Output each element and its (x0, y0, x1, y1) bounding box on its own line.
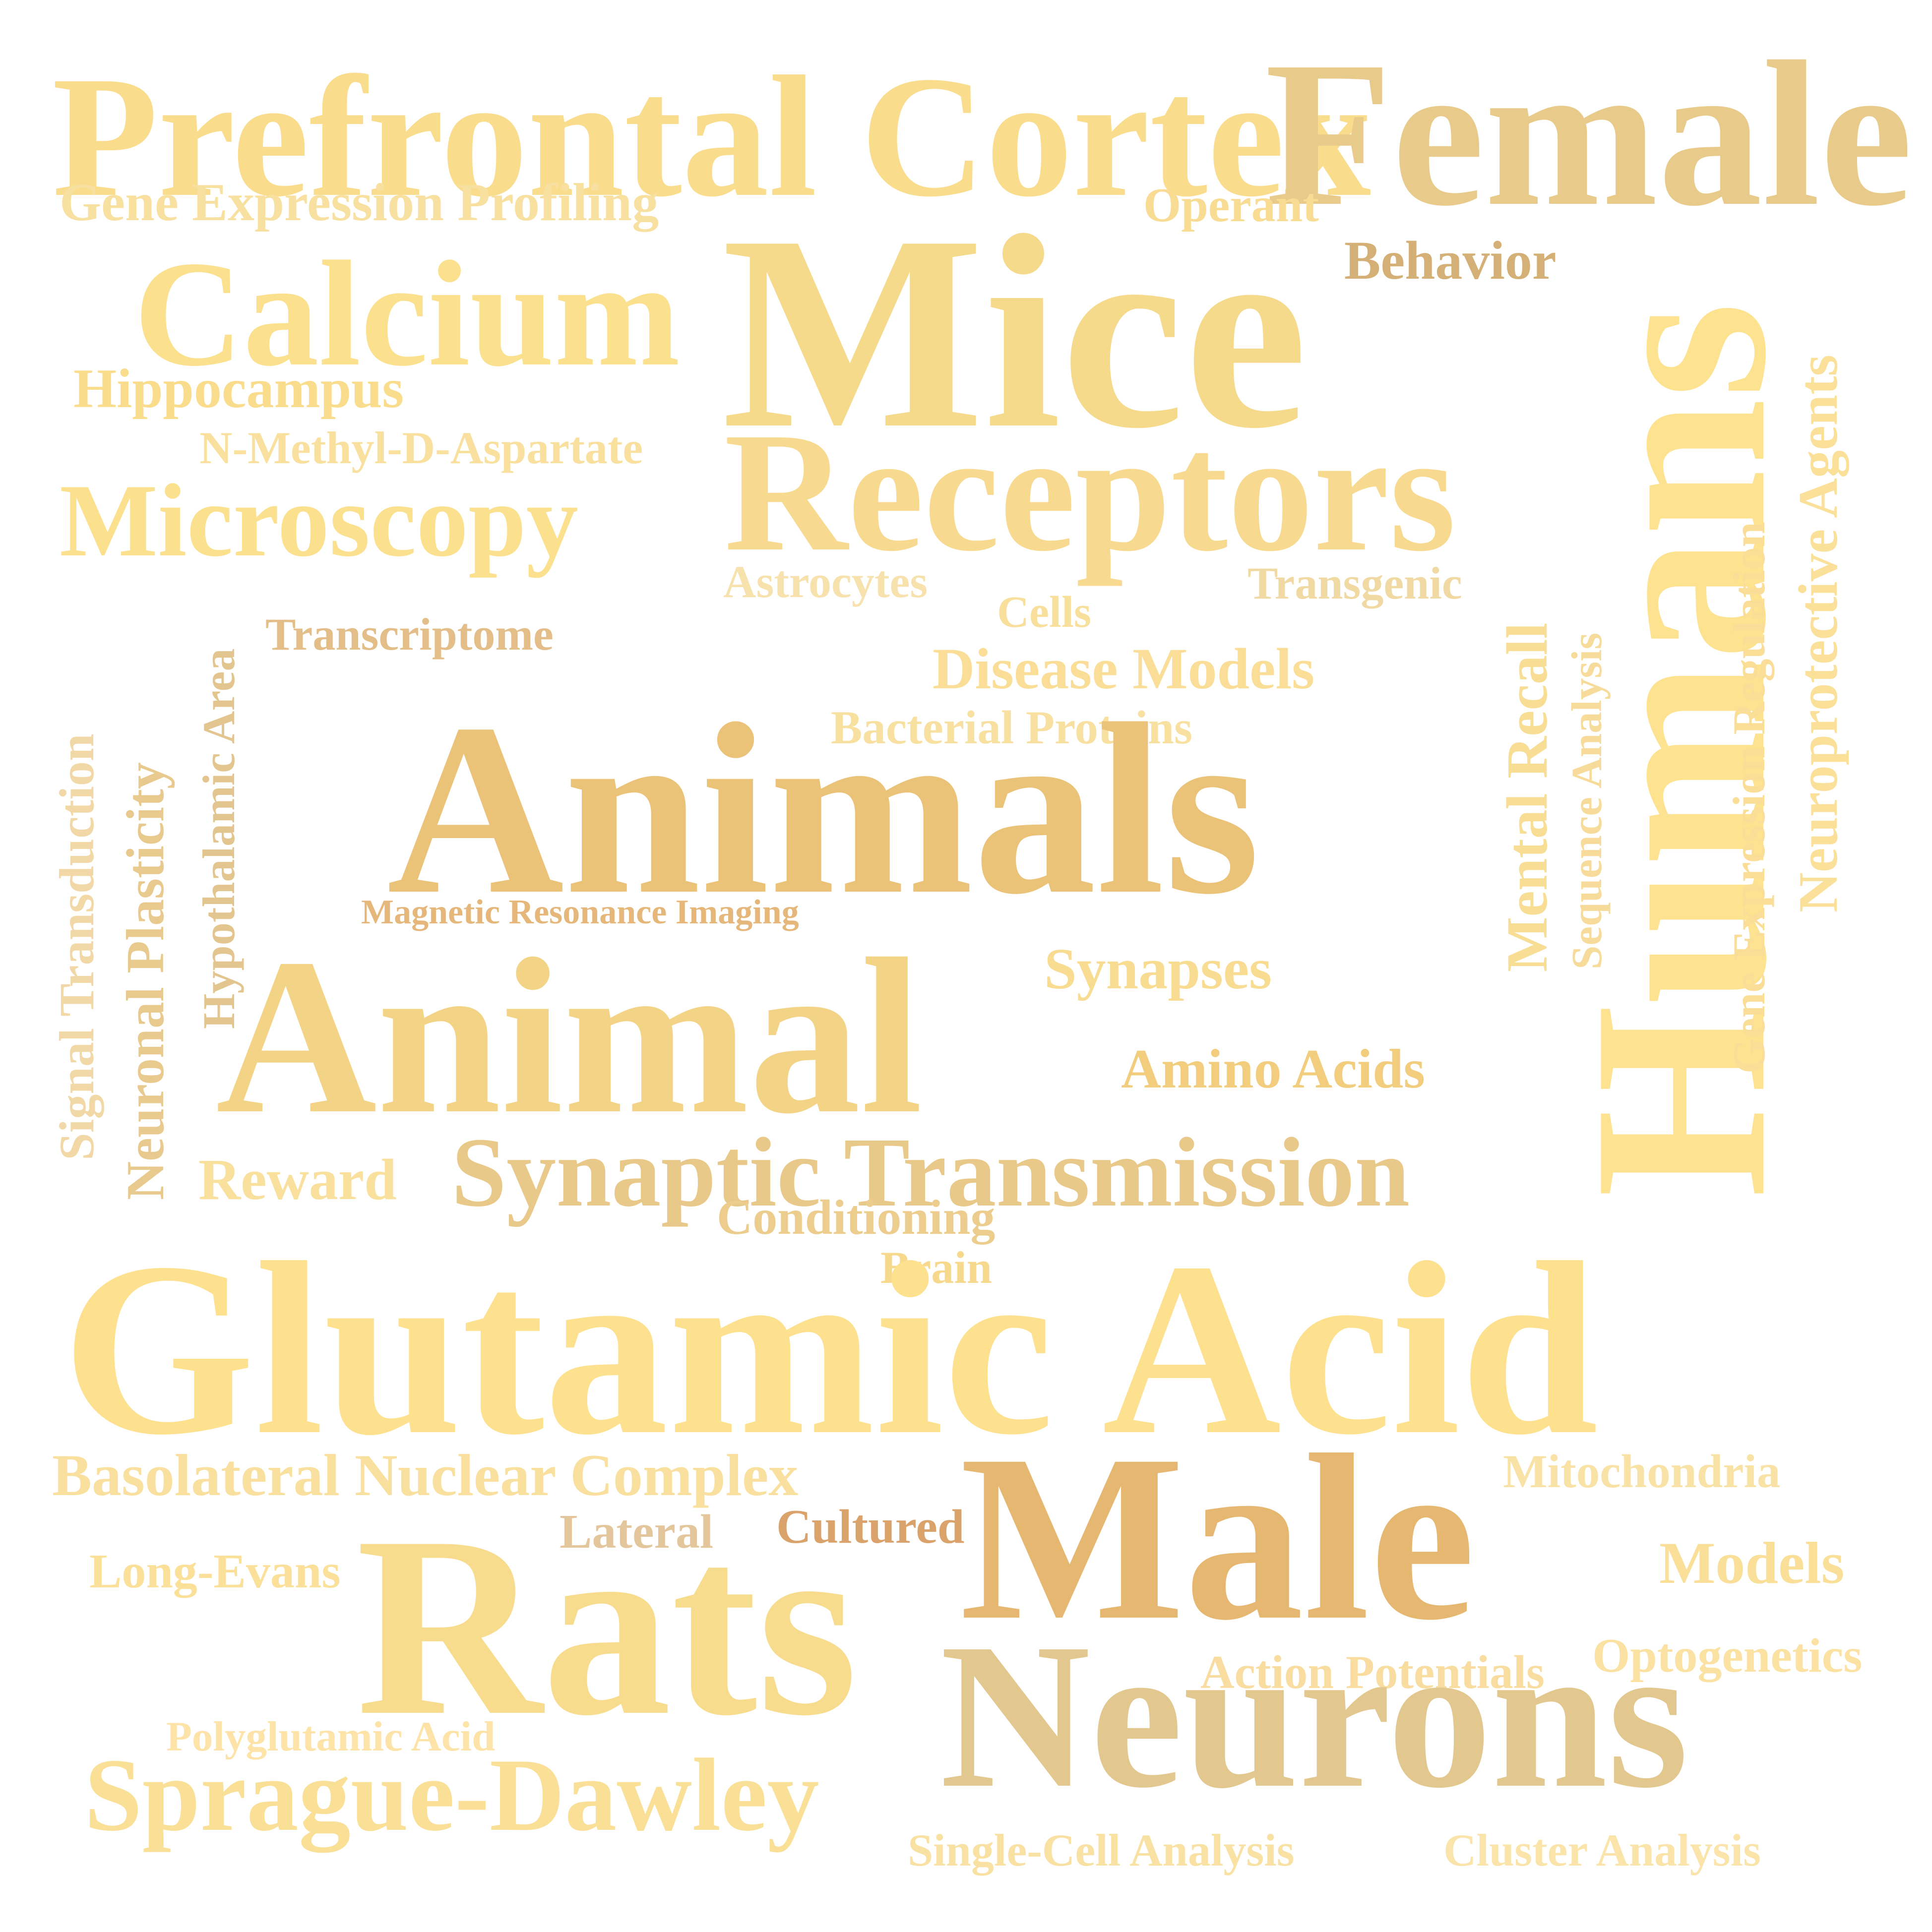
word-reward: Reward (198, 1147, 397, 1212)
word-calcium: Calcium (134, 230, 681, 397)
word-lateral: Lateral (560, 1505, 714, 1559)
word-brain: Brain (880, 1242, 992, 1293)
word-microscopy: Microscopy (60, 463, 578, 578)
word-gene-expression-profiling: Gene Expression Profiling (60, 173, 659, 232)
word-n-methyl-d-aspartate: N-Methyl-D-Aspartate (199, 423, 643, 473)
word-prefrontal-cortex: Prefrontal Cortex (52, 40, 1371, 233)
word-signal-transduction: Signal Transduction (49, 733, 104, 1161)
word-behavior: Behavior (1344, 230, 1557, 291)
word-sprague-dawley: Sprague-Dawley (84, 1738, 819, 1853)
word-sequence-analysis: Sequence Analysis (1562, 632, 1611, 969)
word-long-evans: Long-Evans (89, 1545, 341, 1598)
word-synaptic-transmission: Synaptic Transmission (451, 1118, 1410, 1227)
word-optogenetics: Optogenetics (1592, 1629, 1863, 1683)
word-transgenic: Transgenic (1247, 558, 1462, 608)
word-hippocampus: Hippocampus (73, 358, 404, 420)
word-operant: Operant (1143, 179, 1319, 232)
word-neuronal-plasticity: Neuronal Plasticity (116, 762, 175, 1200)
word-neuroprotective-agents: Neuroprotective Agents (1788, 355, 1849, 912)
word-female: Female (1265, 18, 1913, 249)
word-cultured: Cultured (776, 1500, 965, 1554)
word-glutamic-acid: Glutamic Acid (62, 1211, 1599, 1486)
word-animal: Animal (216, 913, 923, 1160)
word-single-cell-analysis: Single-Cell Analysis (908, 1825, 1295, 1875)
word-polyglutamic-acid: Polyglutamic Acid (166, 1713, 496, 1760)
word-cells: Cells (997, 588, 1091, 637)
word-conditioning: Conditioning (717, 1190, 996, 1245)
word-mitochondria: Mitochondria (1503, 1445, 1781, 1498)
word-male: Male (960, 1405, 1476, 1669)
word-mental-recall: Mental Recall (1495, 622, 1559, 972)
word-amino-acids: Amino Acids (1121, 1038, 1425, 1100)
word-synapses: Synapses (1044, 936, 1272, 1001)
word-cluster-analysis: Cluster Analysis (1443, 1825, 1761, 1875)
word-mice: Mice (722, 179, 1308, 486)
word-basolateral-nuclear-complex: Basolateral Nuclear Complex (52, 1442, 799, 1508)
word-transcriptome: Transcriptome (265, 609, 554, 660)
word-gene-expression-regulation: Gene Expression Regulation (1724, 522, 1774, 1074)
word-receptors: Receptors (724, 397, 1456, 587)
word-bacterial-proteins: Bacterial Proteins (831, 701, 1193, 754)
word-magnetic-resonance-imaging: Magnetic Resonance Imaging (361, 893, 799, 931)
word-models: Models (1659, 1530, 1845, 1596)
word-disease-models: Disease Models (933, 636, 1315, 701)
word-animals: Animals (387, 673, 1260, 945)
word-action-potentials: Action Potentials (1200, 1646, 1545, 1698)
word-neurons: Neurons (940, 1600, 1689, 1831)
word-rats: Rats (356, 1484, 858, 1769)
word-astrocytes: Astrocytes (723, 556, 928, 607)
